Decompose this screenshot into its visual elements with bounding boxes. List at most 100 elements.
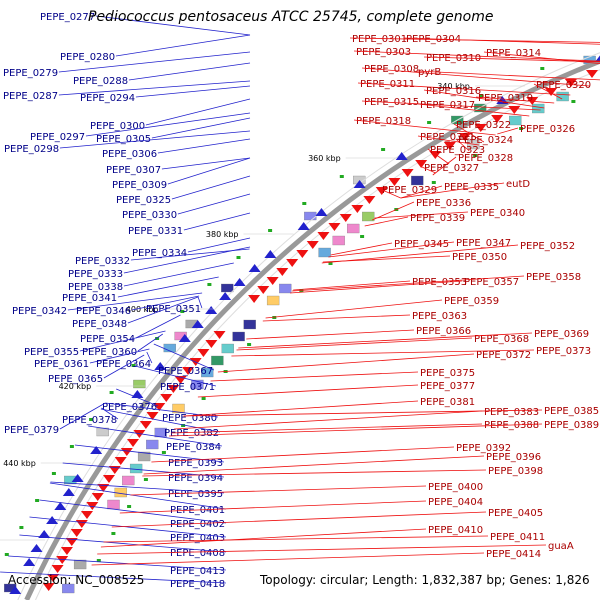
- left-gene-label: PEPE_0376: [102, 402, 157, 413]
- left-leader-line: [137, 333, 164, 352]
- scale-label: 360 kbp: [308, 154, 341, 163]
- reverse-gene-arrow: [317, 232, 330, 240]
- left-leader-line: [157, 138, 251, 154]
- right-leader-line: [328, 241, 455, 258]
- right-gene-label: PEPE_0318: [356, 116, 411, 127]
- left-gene-label: PEPE_0403: [170, 533, 225, 544]
- left-leader-line: [123, 262, 234, 287]
- right-gene-label: PEPE_0314: [486, 48, 541, 59]
- left-leader-line: [135, 314, 181, 339]
- feature-box: [107, 499, 120, 510]
- forward-gene-arrow: [248, 264, 261, 272]
- left-gene-label: PEPE_0307: [106, 165, 161, 176]
- tick-mark: [96, 559, 101, 562]
- reverse-gene-arrow: [47, 574, 60, 582]
- left-leader-line: [103, 354, 145, 379]
- feature-box: [318, 247, 331, 258]
- right-leader-line: [427, 148, 450, 165]
- left-gene-label: PEPE_0351: [146, 304, 201, 315]
- tick-mark: [109, 391, 114, 394]
- right-leader-line: [103, 535, 489, 543]
- right-leader-line: [91, 552, 485, 566]
- feature-box: [411, 175, 424, 186]
- right-gene-label: PEPE_0404: [428, 497, 483, 508]
- tick-mark: [427, 121, 432, 124]
- reverse-gene-arrow: [306, 241, 319, 249]
- left-gene-label: PEPE_0367: [158, 366, 213, 377]
- tick-mark: [519, 127, 524, 130]
- forward-gene-arrow: [62, 488, 75, 496]
- reverse-gene-arrow: [213, 331, 226, 339]
- left-leader-line: [39, 499, 226, 524]
- right-gene-label: PEPE_0350: [452, 252, 507, 263]
- right-gene-label: PEPE_0329: [382, 185, 437, 196]
- left-gene-label: PEPE_0361: [34, 359, 89, 370]
- forward-gene-arrow: [9, 586, 22, 594]
- feature-box: [62, 583, 75, 594]
- right-gene-label: PEPE_0411: [490, 532, 545, 543]
- right-gene-label: PEPE_0369: [534, 329, 589, 340]
- reverse-gene-arrow: [429, 151, 442, 159]
- tick-mark: [236, 256, 241, 259]
- forward-gene-arrow: [205, 306, 218, 314]
- tick-mark: [381, 148, 386, 151]
- feature-box: [211, 355, 224, 366]
- reverse-gene-arrow: [91, 493, 104, 501]
- right-gene-label: PEPE_0359: [444, 296, 499, 307]
- left-gene-label: PEPE_0279: [3, 68, 58, 79]
- feature-box: [201, 367, 214, 378]
- feature-box: [122, 475, 135, 486]
- right-leader-line: [197, 384, 419, 398]
- forward-gene-arrow: [90, 446, 103, 454]
- feature-box: [332, 235, 345, 246]
- right-gene-label: PEPE_0345: [394, 239, 449, 250]
- tick-mark: [35, 499, 40, 502]
- right-leader-line: [423, 89, 545, 109]
- genome-title: Pediococcus pentosaceus ATCC 25745, comp…: [88, 9, 494, 25]
- right-gene-label: PEPE_0363: [412, 311, 467, 322]
- tick-mark: [540, 67, 545, 70]
- right-leader-line: [533, 83, 563, 100]
- feature-box: [279, 283, 292, 294]
- left-leader-line: [123, 246, 251, 274]
- forward-gene-arrow: [595, 55, 600, 62]
- reverse-gene-arrow: [102, 475, 115, 483]
- right-leader-line: [423, 56, 600, 63]
- left-gene-label: PEPE_0346: [76, 306, 131, 317]
- reverse-gene-arrow: [508, 106, 521, 114]
- right-leader-line: [497, 127, 519, 135]
- right-gene-label: PEPE_0324: [458, 135, 513, 146]
- right-leader-line: [183, 400, 419, 417]
- right-gene-label: PEPE_0352: [520, 241, 575, 252]
- right-leader-line: [231, 349, 535, 357]
- reverse-gene-arrow: [415, 160, 428, 168]
- right-leader-line: [353, 50, 600, 62]
- left-leader-line: [153, 343, 215, 371]
- left-gene-label: PEPE_0418: [170, 579, 225, 590]
- left-leader-line: [95, 15, 251, 36]
- left-gene-label: PEPE_0380: [162, 413, 217, 424]
- tick-mark: [111, 532, 116, 535]
- right-leader-line: [130, 485, 427, 496]
- left-leader-line: [89, 348, 150, 364]
- right-gene-label: PEPE_0310: [426, 53, 481, 64]
- left-leader-line: [59, 402, 106, 430]
- tick-mark: [51, 472, 56, 475]
- reverse-gene-arrow: [363, 196, 376, 204]
- feature-box: [172, 403, 185, 414]
- right-leader-line: [453, 123, 485, 143]
- right-gene-label: PEPE_0388: [484, 420, 539, 431]
- tick-mark: [181, 424, 186, 427]
- tick-mark: [131, 364, 136, 367]
- left-gene-label: PEPE_0297: [30, 132, 85, 143]
- reverse-gene-arrow: [401, 169, 414, 177]
- left-gene-label: PEPE_0280: [60, 52, 115, 63]
- left-gene-label: PEPE_0300: [90, 121, 145, 132]
- reverse-gene-arrow: [120, 448, 133, 456]
- feature-box: [146, 439, 159, 450]
- tick-mark: [155, 337, 160, 340]
- left-gene-label: PEPE_0408: [170, 548, 225, 559]
- right-gene-label: PEPE_0358: [526, 272, 581, 283]
- left-gene-label: PEPE_0382: [164, 428, 219, 439]
